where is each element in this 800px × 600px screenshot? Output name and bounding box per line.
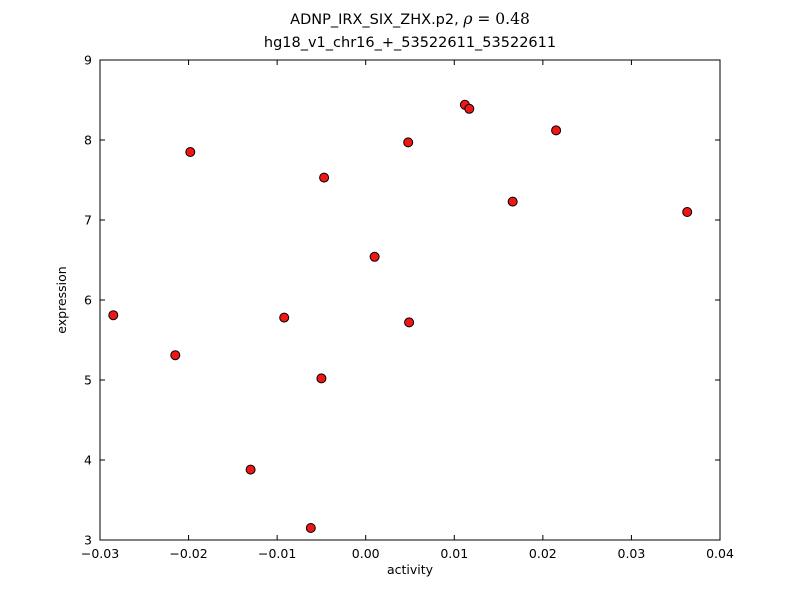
axis-ticks [99, 59, 721, 541]
data-point [108, 310, 119, 321]
title-prefix: ADNP_IRX_SIX_ZHX.p2, [290, 12, 463, 28]
data-point [319, 172, 330, 183]
axis-tick-labels: −0.03 −0.02 −0.01 0.00 0.01 0.02 0.03 0.04 3 4 5 6 7… [81, 53, 734, 562]
y-tick-label: 8 [84, 133, 92, 148]
chart-title-line1: ADNP_IRX_SIX_ZHX.p2, ρ = 0.48 [290, 10, 530, 28]
data-point [507, 196, 518, 207]
x-tick-label: −0.02 [169, 546, 207, 561]
data-point [404, 317, 415, 328]
scatter-points [108, 99, 693, 533]
data-point [316, 373, 327, 384]
data-point [279, 312, 290, 323]
data-point [185, 147, 196, 157]
x-tick-label: −0.01 [258, 546, 296, 561]
data-point [551, 125, 562, 136]
data-point [170, 350, 181, 361]
y-tick-label: 3 [84, 533, 92, 548]
data-point [369, 251, 380, 262]
title-rho-symbol: ρ [462, 10, 472, 28]
plot-frame [99, 59, 721, 541]
y-tick-label: 7 [84, 213, 92, 228]
title-rho-value: = 0.48 [472, 10, 529, 28]
x-tick-label: 0.02 [529, 546, 557, 561]
y-axis-label: expression [54, 266, 69, 333]
y-tick-label: 9 [84, 53, 92, 68]
data-point [682, 207, 693, 217]
x-tick-label: 0.01 [440, 546, 468, 561]
chart-title-line2: hg18_v1_chr16_+_53522611_53522611 [264, 35, 556, 51]
x-tick-label: −0.03 [81, 546, 119, 561]
x-tick-label: 0.03 [618, 546, 646, 561]
x-tick-label: 0.04 [706, 546, 734, 561]
data-point [403, 137, 414, 148]
x-axis-label: activity [387, 562, 434, 577]
x-tick-label: 0.00 [352, 546, 380, 561]
y-tick-label: 5 [84, 373, 92, 388]
data-point [305, 523, 316, 533]
y-tick-label: 6 [84, 293, 92, 308]
y-tick-label: 4 [84, 453, 92, 468]
data-point [464, 103, 475, 114]
data-point [245, 464, 256, 475]
